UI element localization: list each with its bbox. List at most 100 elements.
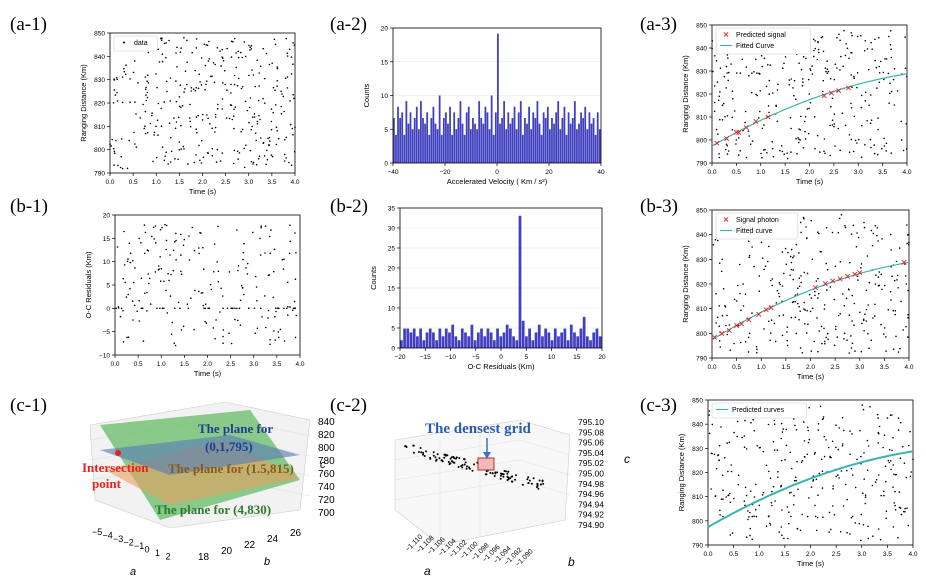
- b3-point: [878, 271, 881, 273]
- a3-signal-marker: [821, 93, 827, 99]
- b3-point: [813, 340, 815, 343]
- a1-point: [190, 87, 193, 89]
- b3-point: [787, 251, 789, 254]
- c3-point: [841, 445, 844, 447]
- a3-point: [726, 54, 729, 56]
- b1-point: [239, 299, 242, 302]
- c1-zlabel: c: [320, 459, 326, 471]
- b2-xtick-label: −15: [420, 354, 431, 361]
- a1-point: [195, 116, 198, 118]
- a3-point: [718, 153, 720, 155]
- b3-point: [799, 347, 802, 349]
- b3-point: [907, 336, 909, 338]
- a3-point: [798, 138, 800, 141]
- b3-point: [850, 233, 853, 235]
- c3-point: [897, 536, 899, 539]
- c3-point: [801, 459, 804, 462]
- c3-point: [807, 441, 810, 444]
- a3-point: [840, 55, 842, 58]
- c3-ytick-label: 820: [692, 470, 703, 477]
- b3-point: [908, 241, 910, 244]
- a3-point: [831, 119, 834, 121]
- b1-point: [146, 291, 148, 294]
- a2-bar: [559, 129, 562, 163]
- a2-bar: [432, 106, 435, 163]
- a1-point: [232, 162, 235, 165]
- b3-point: [895, 260, 898, 263]
- a1-point: [216, 107, 219, 110]
- a3-xtick-label: 3.5: [878, 169, 887, 176]
- b3-xlabel: Time (s): [797, 372, 825, 381]
- b2-bar: [428, 328, 432, 348]
- b1-ytick-label: −10: [99, 353, 110, 360]
- c3-point: [864, 494, 867, 496]
- b1-xlabel: Time (s): [194, 369, 222, 378]
- c3-point: [867, 445, 870, 447]
- b3-point: [874, 303, 876, 306]
- b2-bar: [400, 340, 403, 348]
- b3-point: [798, 285, 801, 288]
- a3-point: [803, 120, 806, 123]
- c3-point: [832, 505, 834, 507]
- c3-point: [867, 537, 870, 540]
- c3-point: [894, 509, 897, 511]
- a2-bar: [434, 123, 437, 164]
- c3-point: [882, 446, 884, 449]
- a1-point: [198, 144, 200, 147]
- a1-point: [121, 101, 124, 104]
- c3-point: [883, 494, 885, 497]
- c3-point: [797, 488, 799, 491]
- b3-point: [715, 293, 717, 295]
- a2-bar: [592, 118, 595, 163]
- c3-point: [711, 423, 714, 426]
- b3-point: [870, 229, 873, 232]
- c3-point: [821, 470, 824, 473]
- c3-point: [733, 497, 735, 500]
- c3-point: [904, 511, 906, 513]
- b3-point: [768, 245, 770, 248]
- b1-point: [190, 297, 192, 300]
- b2-bar: [480, 328, 483, 348]
- a3-point: [725, 143, 728, 146]
- b3-point: [863, 221, 865, 224]
- panel-label-a1: (a-1): [10, 14, 47, 35]
- a3-point: [876, 87, 878, 89]
- b3-point: [770, 319, 773, 322]
- c3-point: [860, 513, 863, 516]
- a1-point: [163, 42, 166, 45]
- c2-point: [536, 486, 538, 489]
- b1-point: [200, 292, 203, 294]
- a1-point: [253, 116, 256, 118]
- a1-point: [184, 70, 187, 72]
- b3-point: [842, 293, 844, 295]
- a1-point: [146, 80, 148, 82]
- a3-point: [817, 41, 819, 43]
- b1-point: [204, 320, 206, 323]
- c3-point: [792, 504, 795, 506]
- b1-point: [292, 309, 294, 312]
- b3-point: [823, 327, 825, 330]
- b3-point: [811, 307, 814, 310]
- b3-point: [897, 287, 899, 289]
- a2-bar: [584, 106, 587, 163]
- a3-point: [742, 129, 744, 132]
- b3-point: [907, 316, 909, 319]
- a1-point: [173, 117, 175, 119]
- b1-zero-point: [140, 307, 143, 310]
- c3-point: [768, 470, 770, 473]
- a1-point: [272, 111, 275, 114]
- a1-point: [175, 52, 177, 54]
- b1-point: [294, 336, 297, 339]
- c3-point: [863, 478, 865, 480]
- b3-point: [870, 339, 873, 342]
- c3-point: [885, 517, 887, 520]
- b3-point: [843, 338, 845, 340]
- b1-point: [294, 232, 296, 234]
- b3-point: [758, 290, 761, 293]
- c2-point: [425, 450, 427, 453]
- b1-point: [127, 258, 129, 260]
- a1-point: [168, 39, 170, 42]
- a3-point: [761, 65, 763, 68]
- a1-point: [260, 137, 262, 139]
- b1-point: [191, 226, 194, 229]
